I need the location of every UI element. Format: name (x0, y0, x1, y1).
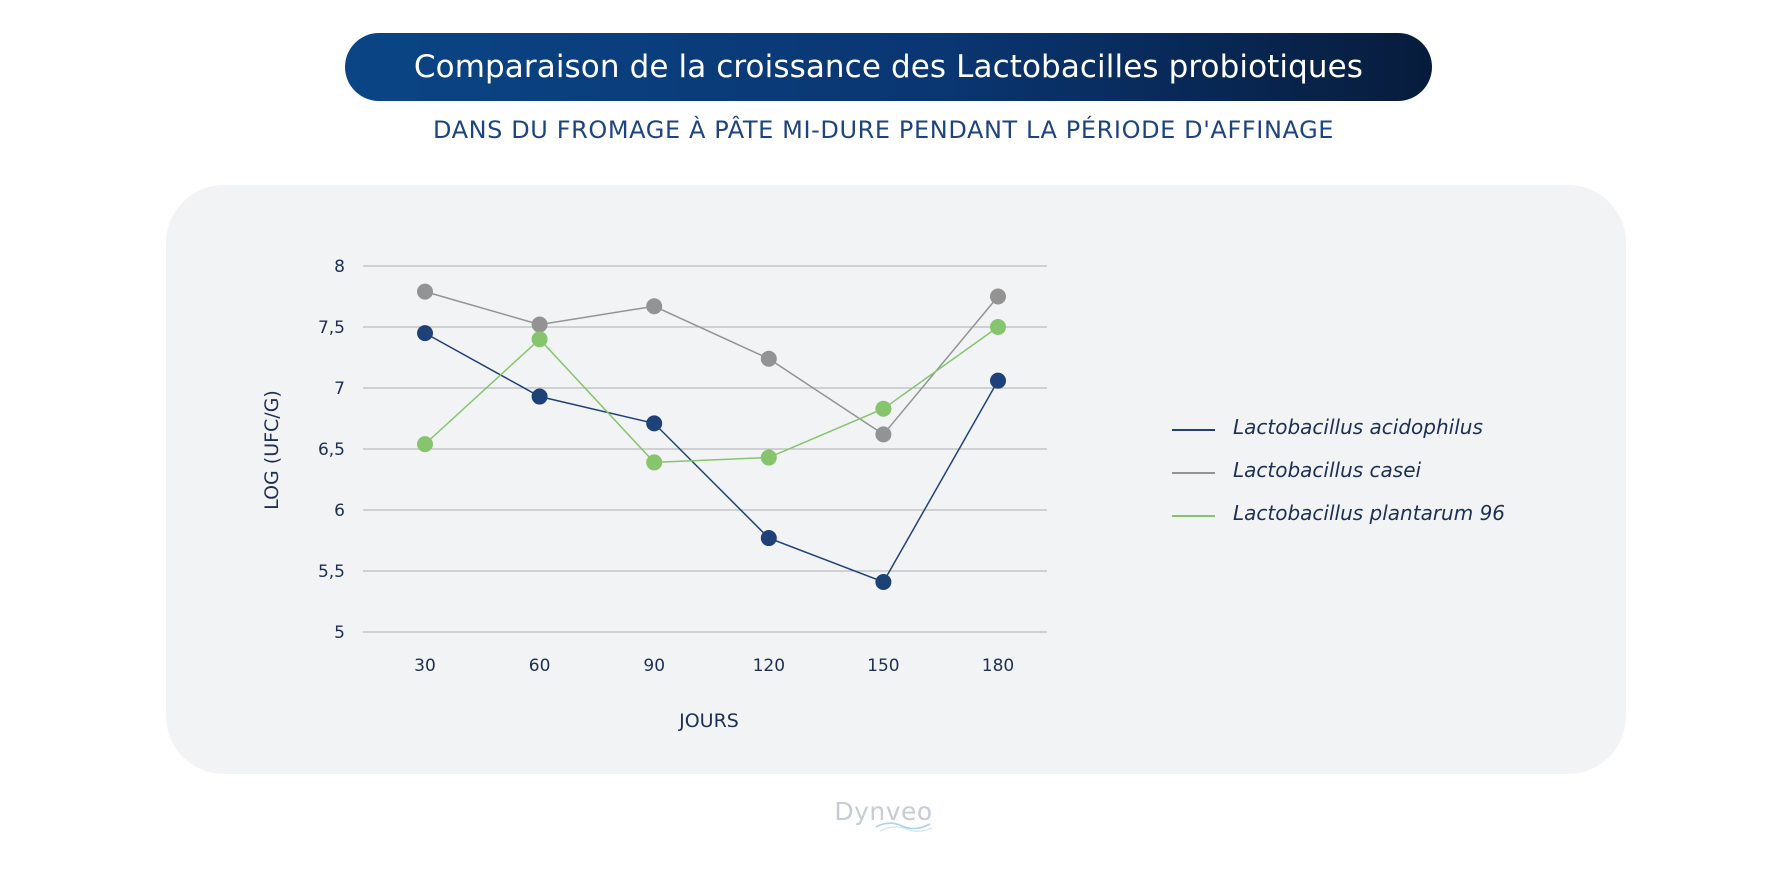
chart-panel (166, 185, 1626, 774)
data-point (417, 283, 433, 300)
legend-label-casei: Lactobacillus casei (1233, 458, 1422, 482)
data-point (875, 426, 892, 443)
x-tick-label: 30 (414, 656, 436, 676)
legend-swatch-casei (1172, 472, 1215, 474)
legend-label-acidophilus: Lactobacillus acidophilus (1233, 415, 1483, 439)
x-tick-label: 120 (753, 656, 785, 676)
brand-logo: Dynveo (0, 797, 1767, 832)
data-point (646, 415, 663, 432)
data-point (875, 400, 892, 417)
x-axis-ticks: 30 60 90 120 150 180 (414, 656, 1014, 676)
data-point (875, 573, 892, 590)
data-point (531, 331, 548, 348)
series-group (417, 283, 1006, 590)
x-tick-label: 60 (529, 656, 551, 676)
y-tick-label: 7 (334, 379, 345, 399)
legend-swatch-plantarum (1172, 515, 1215, 517)
chart-title: Comparaison de la croissance des Lactoba… (413, 49, 1364, 85)
data-point (646, 454, 663, 471)
series-line (424, 326, 999, 464)
data-point (646, 298, 663, 315)
x-tick-label: 150 (867, 656, 899, 676)
brand-name: Dynveo (834, 797, 933, 826)
x-tick-label: 90 (643, 656, 665, 676)
y-tick-label: 8 (334, 257, 345, 277)
data-point (417, 436, 433, 453)
y-axis-label: LOG (UFC/G) (261, 390, 283, 510)
series-line (424, 290, 999, 436)
x-axis-label: JOURS (678, 710, 739, 732)
data-point (531, 316, 548, 333)
data-point (760, 449, 777, 466)
gridlines (363, 265, 1047, 633)
data-point (531, 388, 548, 405)
legend-swatch-acidophilus (1172, 429, 1215, 431)
x-tick-label: 180 (982, 656, 1014, 676)
y-tick-label: 5 (334, 623, 345, 643)
data-point (760, 350, 777, 367)
y-tick-label: 5,5 (318, 562, 345, 582)
series-line (424, 332, 999, 583)
data-point (990, 319, 1006, 335)
data-point (417, 325, 433, 342)
y-tick-label: 7,5 (318, 318, 345, 338)
y-tick-label: 6,5 (318, 440, 345, 460)
data-point (760, 530, 777, 547)
data-point (990, 372, 1006, 389)
chart-subtitle: DANS DU FROMAGE À PÂTE MI-DURE PENDANT L… (432, 116, 1335, 144)
legend-label-plantarum: Lactobacillus plantarum 96 (1233, 501, 1506, 525)
chart-title-banner: Comparaison de la croissance des Lactoba… (345, 33, 1432, 101)
y-axis-ticks: 8 7,5 7 6,5 6 5,5 5 (318, 257, 345, 643)
y-tick-label: 6 (334, 501, 345, 521)
data-point (990, 288, 1006, 305)
wave-icon (875, 822, 933, 832)
